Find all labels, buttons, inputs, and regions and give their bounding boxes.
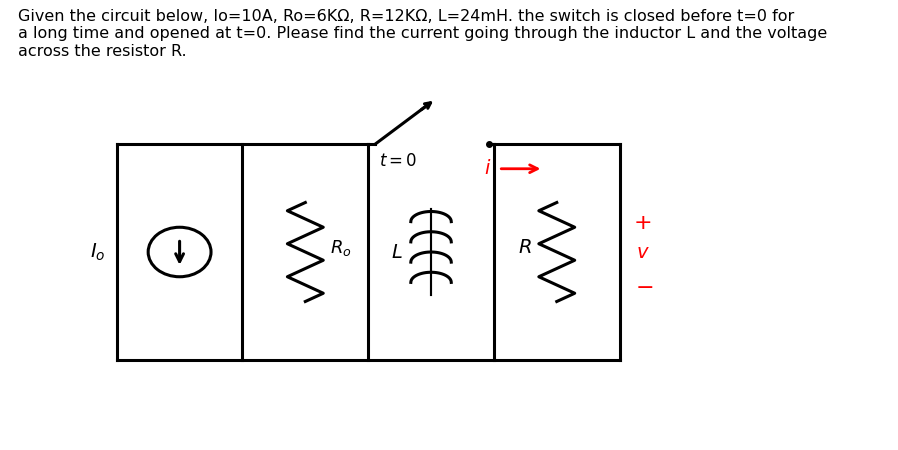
Text: $+$: $+$ [633,213,651,233]
Text: $L$: $L$ [391,243,402,261]
Text: $t = 0$: $t = 0$ [379,152,418,170]
Text: $R_o$: $R_o$ [330,238,352,257]
Text: $v$: $v$ [636,243,649,262]
Text: $R$: $R$ [518,238,532,257]
Text: Given the circuit below, Io=10A, Ro=6KΩ, R=12KΩ, L=24mH. the switch is closed be: Given the circuit below, Io=10A, Ro=6KΩ,… [18,9,827,59]
Text: $-$: $-$ [635,276,653,296]
Text: $I_o$: $I_o$ [91,241,106,263]
Text: $i$: $i$ [484,159,491,178]
